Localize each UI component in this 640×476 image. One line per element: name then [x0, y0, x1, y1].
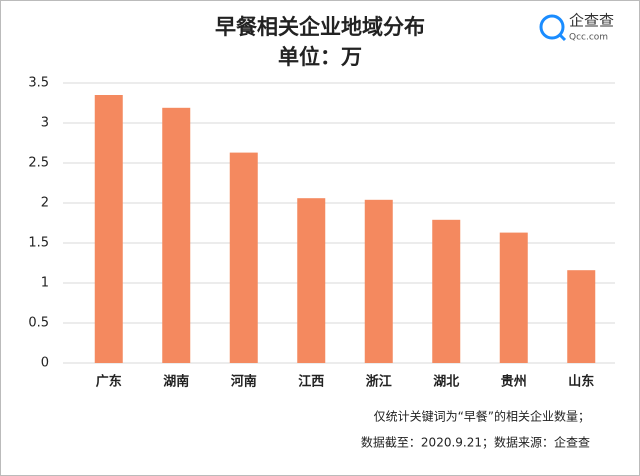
- y-tick-label: 0.5: [28, 316, 49, 331]
- y-tick-label: 0: [41, 356, 49, 371]
- x-tick-label: 湖南: [163, 374, 189, 390]
- bar: [499, 232, 528, 363]
- y-tick-label: 3: [41, 116, 49, 131]
- x-tick-label: 江西: [298, 374, 324, 390]
- chart-subtitle: 单位：万: [278, 45, 362, 69]
- y-tick-label: 2.5: [28, 156, 49, 171]
- y-tick-label: 1.5: [28, 236, 49, 251]
- logo-icon: [539, 14, 565, 40]
- x-tick-label: 浙江: [366, 374, 392, 390]
- bar: [94, 95, 123, 363]
- note: 数据截至：2020.9.21；数据来源：企查查: [361, 435, 590, 450]
- y-tick-label: 3.5: [28, 76, 49, 91]
- bar: [567, 270, 596, 363]
- bar: [162, 107, 191, 363]
- x-tick-label: 山东: [568, 374, 594, 390]
- y-tick-label: 2: [41, 196, 49, 211]
- bar: [432, 219, 461, 363]
- y-tick-label: 1: [41, 276, 49, 291]
- logo-domain: Qcc.com: [569, 33, 608, 43]
- logo: 企查查 Qcc.com: [539, 12, 614, 43]
- x-tick-label: 河南: [231, 374, 257, 390]
- bar: [364, 199, 393, 363]
- logo-name: 企查查: [569, 12, 614, 30]
- logo-icon: [557, 32, 567, 42]
- bar: [297, 198, 326, 363]
- bar: [229, 152, 258, 363]
- x-tick-label: 贵州: [501, 374, 527, 390]
- x-tick-label: 广东: [96, 374, 122, 390]
- x-tick-label: 湖北: [433, 375, 459, 390]
- note: 仅统计关键词为“早餐”的相关企业数量；: [374, 409, 590, 424]
- chart-title: 早餐相关企业地域分布: [215, 15, 425, 39]
